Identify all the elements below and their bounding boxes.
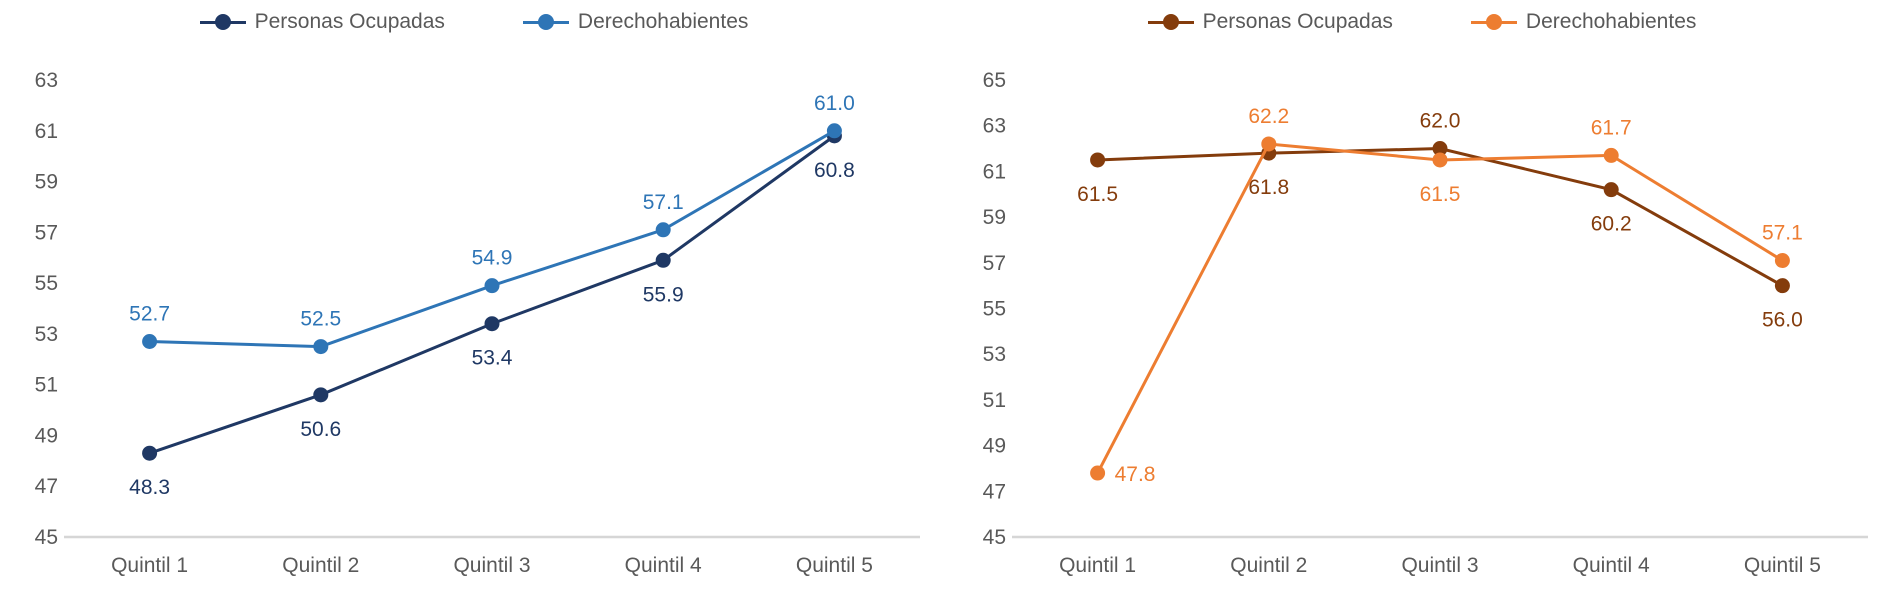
data-point-label: 50.6 xyxy=(300,418,341,441)
data-point-marker xyxy=(1603,182,1619,198)
data-point-marker xyxy=(484,316,500,332)
data-point-label: 62.2 xyxy=(1248,105,1289,128)
line-chart-plot: 45 47 49 51 53 55 57 59 61 63 65 Quintil 1 Quintil 2… xyxy=(983,69,1868,577)
y-axis-tick-label: 45 xyxy=(35,526,58,549)
data-point-marker xyxy=(1432,152,1448,168)
y-axis-tick-label: 65 xyxy=(983,69,1006,92)
data-point-label: 62.0 xyxy=(1420,110,1461,133)
legend-item-personas-ocupadas: Personas Ocupadas xyxy=(1147,10,1393,34)
data-point-label: 61.8 xyxy=(1248,176,1289,199)
x-axis-tick-label: Quintil 2 xyxy=(282,554,359,577)
data-point-label: 53.4 xyxy=(472,347,513,370)
data-point-label: 47.8 xyxy=(1115,463,1156,486)
data-point-marker xyxy=(142,445,158,461)
data-point-label: 54.9 xyxy=(472,247,513,270)
y-axis-tick-label: 45 xyxy=(983,526,1006,549)
series-line xyxy=(149,134,836,455)
x-axis-tick-label: Quintil 2 xyxy=(1230,554,1307,577)
data-point-marker xyxy=(313,387,329,403)
data-point-marker xyxy=(1432,141,1448,157)
chart-left-legend: Personas Ocupadas Derechohabientes xyxy=(0,10,948,34)
data-point-marker xyxy=(655,222,671,238)
legend-item-personas-ocupadas: Personas Ocupadas xyxy=(199,10,445,34)
y-axis-tick-label: 61 xyxy=(983,160,1006,183)
data-point-marker xyxy=(1603,147,1619,163)
y-axis-tick-label: 59 xyxy=(35,171,58,194)
y-axis-tick-label: 59 xyxy=(983,206,1006,229)
line-chart-plot: 45 47 49 51 53 55 57 59 61 63 Quintil 1 Quintil 2 Qu… xyxy=(35,69,920,577)
data-point-marker xyxy=(484,278,500,294)
x-axis-tick-label: Quintil 4 xyxy=(625,554,702,577)
series-line xyxy=(1097,147,1784,287)
legend-label: Derechohabientes xyxy=(1525,10,1697,33)
legend-label: Personas Ocupadas xyxy=(254,10,445,33)
legend-label: Derechohabientes xyxy=(577,10,749,33)
y-axis-tick-label: 57 xyxy=(983,252,1006,275)
data-point-label: 61.5 xyxy=(1077,183,1118,206)
x-axis-tick-label: Quintil 5 xyxy=(796,554,873,577)
line-marker-icon xyxy=(199,20,246,24)
data-point-label: 52.5 xyxy=(300,308,341,331)
data-point-label: 57.1 xyxy=(1762,222,1803,245)
data-point-label: 48.3 xyxy=(129,476,170,499)
y-axis-tick-label: 51 xyxy=(983,389,1006,412)
y-axis-tick-label: 61 xyxy=(35,120,58,143)
data-point-label: 56.0 xyxy=(1762,309,1803,332)
data-point-label: 57.1 xyxy=(643,191,684,214)
y-axis-tick-label: 47 xyxy=(35,475,58,498)
chart-left: Personas Ocupadas Derechohabientes 45 47 4… xyxy=(0,0,948,614)
data-point-label: 60.8 xyxy=(814,159,855,182)
chart-right: Personas Ocupadas Derechohabientes 45 47 4… xyxy=(948,0,1896,614)
data-point-label: 61.7 xyxy=(1591,116,1632,139)
data-point-marker xyxy=(142,334,158,350)
y-axis-tick-label: 63 xyxy=(983,115,1006,138)
data-point-marker xyxy=(1090,465,1106,481)
legend-label: Personas Ocupadas xyxy=(1202,10,1393,33)
chart-right-legend: Personas Ocupadas Derechohabientes xyxy=(948,10,1896,34)
series-line xyxy=(149,129,836,349)
x-axis-tick-label: Quintil 3 xyxy=(453,554,530,577)
data-point-label: 61.0 xyxy=(814,92,855,115)
y-axis-tick-label: 51 xyxy=(35,374,58,397)
y-axis-tick-label: 57 xyxy=(35,221,58,244)
data-point-marker xyxy=(655,252,671,268)
data-point-marker xyxy=(1774,253,1790,269)
y-axis-tick-label: 55 xyxy=(35,272,58,295)
y-axis-tick-label: 49 xyxy=(35,424,58,447)
legend-item-derechohabientes: Derechohabientes xyxy=(522,10,749,34)
data-point-marker xyxy=(1774,278,1790,294)
data-point-label: 60.2 xyxy=(1591,213,1632,236)
legend-item-derechohabientes: Derechohabientes xyxy=(1470,10,1697,34)
x-axis-tick-label: Quintil 4 xyxy=(1573,554,1650,577)
y-axis-tick-label: 55 xyxy=(983,298,1006,321)
data-point-marker xyxy=(1090,152,1106,168)
x-axis-tick-label: Quintil 1 xyxy=(111,554,188,577)
y-axis-tick-label: 53 xyxy=(983,343,1006,366)
data-point-label: 61.5 xyxy=(1420,183,1461,206)
data-point-label: 52.7 xyxy=(129,303,170,326)
y-axis-tick-label: 47 xyxy=(983,480,1006,503)
data-point-marker xyxy=(826,123,842,139)
y-axis-tick-label: 49 xyxy=(983,435,1006,458)
data-point-marker xyxy=(313,339,329,355)
x-axis-tick-label: Quintil 5 xyxy=(1744,554,1821,577)
x-axis-tick-label: Quintil 3 xyxy=(1401,554,1478,577)
data-point-label: 55.9 xyxy=(643,283,684,306)
y-axis-tick-label: 63 xyxy=(35,69,58,92)
line-marker-icon xyxy=(1470,20,1517,24)
line-marker-icon xyxy=(522,20,569,24)
y-axis-tick-label: 53 xyxy=(35,323,58,346)
x-axis-tick-label: Quintil 1 xyxy=(1059,554,1136,577)
line-marker-icon xyxy=(1147,20,1194,24)
data-point-marker xyxy=(1261,136,1277,152)
